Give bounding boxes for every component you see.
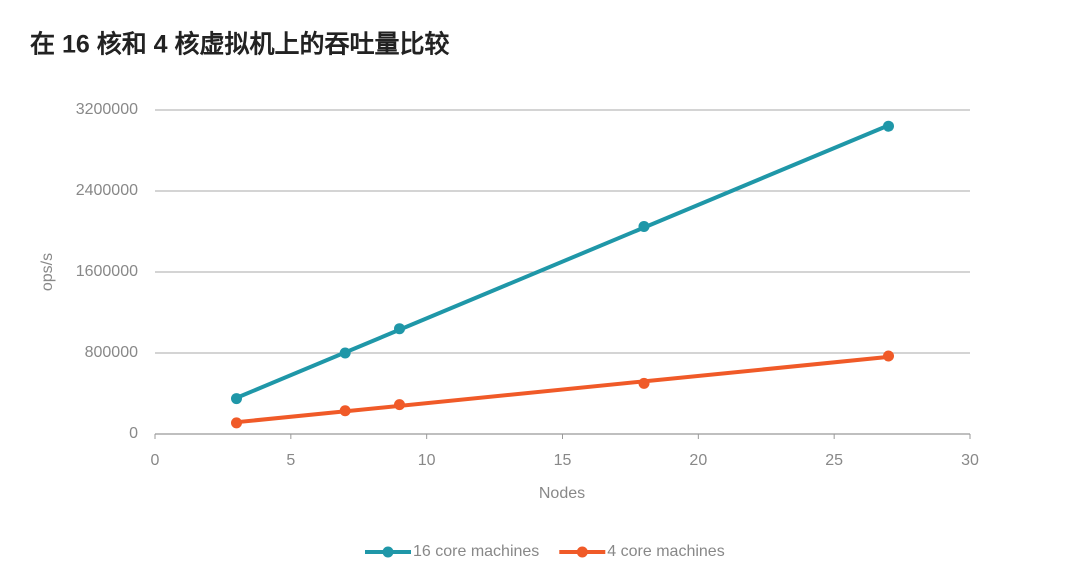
- y-tick-label: 1600000: [76, 263, 138, 280]
- x-tick-label: 0: [151, 452, 160, 469]
- point: [638, 220, 650, 232]
- y-tick-label: 3200000: [76, 101, 138, 118]
- point: [638, 377, 650, 389]
- trend-line: [235, 123, 890, 400]
- x-axis-label: Nodes: [539, 485, 585, 502]
- legend-label: 4 core machines: [607, 543, 724, 560]
- y-tick-label: 2400000: [76, 182, 138, 199]
- point: [231, 393, 242, 405]
- point: [394, 399, 405, 411]
- y-tick-label: 800000: [85, 344, 138, 361]
- x-tick-label: 10: [418, 452, 436, 469]
- x-tick-label: 25: [825, 452, 843, 469]
- x-tick-label: 5: [286, 452, 295, 469]
- point: [883, 350, 894, 362]
- x-tick-label: 15: [554, 452, 572, 469]
- y-axis-label: ops/s: [39, 253, 56, 291]
- legend-marker: [576, 546, 588, 558]
- x-tick-label: 30: [961, 452, 979, 469]
- point: [339, 405, 351, 417]
- point: [394, 323, 405, 335]
- y-tick-label: 0: [129, 425, 138, 442]
- point: [231, 417, 242, 429]
- trend-line: [236, 354, 889, 425]
- chart-title: 在 16 核和 4 核虚拟机上的吞吐量比较: [30, 30, 450, 59]
- legend-label: 16 core machines: [413, 543, 539, 560]
- x-tick-label: 20: [689, 452, 707, 469]
- legend-marker: [382, 546, 394, 558]
- point: [339, 347, 351, 359]
- point: [883, 120, 894, 132]
